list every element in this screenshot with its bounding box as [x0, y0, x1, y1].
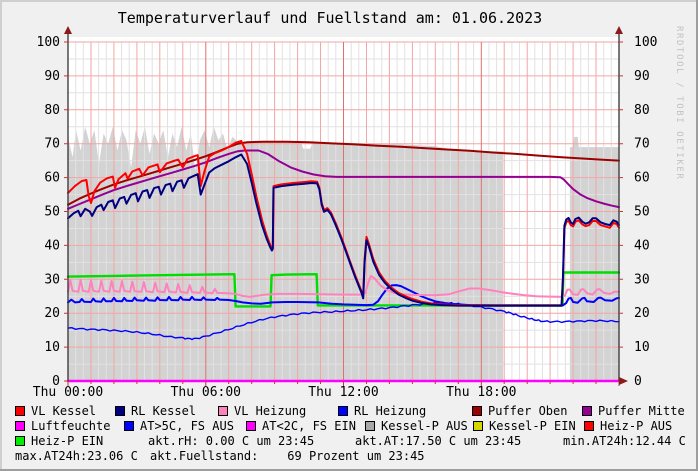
legend-swatch: [338, 406, 348, 416]
left-axis-arrow-icon: [64, 26, 72, 34]
y-tick-label-right: 90: [634, 69, 650, 84]
x-tick-label: Thu 18:00: [446, 385, 516, 400]
legend-swatch: [124, 421, 134, 431]
bevel-border-bottom: [0, 469, 698, 471]
y-axes: [67, 33, 620, 381]
y-tick-label-right: 30: [634, 272, 650, 287]
legend-swatch: [15, 406, 25, 416]
bevel-border-right: [696, 0, 698, 471]
legend-swatch: [472, 406, 482, 416]
legend-swatch: [582, 406, 592, 416]
rrdtool-watermark: RRDTOOL / TOBI OETIKER: [674, 26, 684, 181]
series-puffer-oben: [67, 140, 620, 206]
series-rl-kessel: [67, 153, 620, 307]
legend-label: Kessel-P EIN: [489, 419, 576, 433]
y-tick-label-right: 60: [634, 171, 650, 186]
y-tick-label-right: 100: [634, 35, 657, 50]
plot-canvas: 0 0 10 10 20 20 30 30 40 40 50 50 60 60 70 70 80 80 90 90 10…: [33, 26, 657, 400]
legend-stat-text: akt.AT:17.50 C um 23:45: [355, 434, 522, 448]
y-tick-label-left: 0: [52, 374, 60, 389]
y-tick-label-right: 20: [634, 306, 650, 321]
x-tick-label: Thu 06:00: [171, 385, 241, 400]
series-at-5c-fs-aus: [67, 301, 620, 341]
y-tick-label-left: 80: [44, 103, 60, 118]
legend-swatch: [473, 421, 483, 431]
legend-label: Heiz-P AUS: [600, 419, 673, 433]
y-tick-label-right: 80: [634, 103, 650, 118]
legend-label: Kessel-P AUS: [381, 419, 468, 433]
axis-ticks: [64, 41, 623, 386]
x-axis-arrow-icon: [619, 377, 628, 385]
y-tick-label-right: 10: [634, 340, 650, 355]
legend-stat-text: akt.rH: 0.00 C um 23:45: [148, 434, 315, 448]
area-kessel-p-aus: [68, 126, 504, 381]
legend-stat-text: min.AT24h:12.44 C: [563, 434, 686, 448]
series-puffer-mitte: [67, 149, 620, 210]
legend-stat-text: akt.Fuellstand: 69 Prozent um 23:45: [150, 449, 425, 463]
y-tick-label-right: 50: [634, 205, 650, 220]
legend-label: RL Heizung: [354, 404, 427, 418]
legend-label: Puffer Mitte: [598, 404, 685, 418]
y-tick-label-left: 40: [44, 238, 60, 253]
right-axis-arrow-icon: [615, 26, 623, 34]
y-tick-label-left: 70: [44, 137, 60, 152]
x-tick-label: Thu 00:00: [33, 385, 103, 400]
bevel-border-top: [0, 0, 698, 2]
y-tick-label-left: 50: [44, 205, 60, 220]
area-kessel-p-aus: [569, 136, 619, 381]
legend-label: RL Kessel: [131, 404, 197, 418]
legend-swatch: [584, 421, 594, 431]
y-tick-label-right: 70: [634, 137, 650, 152]
x-tick-label: Thu 12:00: [308, 385, 378, 400]
y-tick-label-left: 60: [44, 171, 60, 186]
legend-label: AT<2C, FS EIN: [262, 419, 356, 433]
legend-swatch: [218, 406, 228, 416]
y-tick-label-left: 20: [44, 306, 60, 321]
chart-title: Temperaturverlauf und Fuellstand am: 01.…: [117, 9, 543, 27]
series-rl-heizung: [67, 284, 620, 307]
legend-label: Puffer Oben: [488, 404, 568, 418]
six-hour-grid: [205, 42, 482, 381]
y-tick-label-right: 0: [634, 374, 642, 389]
y-tick-label-left: 90: [44, 69, 60, 84]
y-tick-label-left: 10: [44, 340, 60, 355]
legend-swatch: [15, 436, 25, 446]
legend-stat-text: max.AT24h:23.06 C: [15, 449, 138, 463]
legend-swatch: [246, 421, 256, 431]
legend-label: VL Kessel: [31, 404, 97, 418]
legend-label: AT>5C, FS AUS: [140, 419, 234, 433]
legend-swatch: [15, 421, 25, 431]
legend-swatch: [365, 421, 375, 431]
legend-label: Heiz-P EIN: [31, 434, 104, 448]
bevel-border-left: [0, 0, 2, 471]
y-tick-label-left: 100: [37, 35, 60, 50]
y-tick-label-right: 40: [634, 238, 650, 253]
y-tick-label-left: 30: [44, 272, 60, 287]
legend-swatch: [115, 406, 125, 416]
legend-label: Luftfeuchte: [31, 419, 111, 433]
legend-label: VL Heizung: [234, 404, 307, 418]
